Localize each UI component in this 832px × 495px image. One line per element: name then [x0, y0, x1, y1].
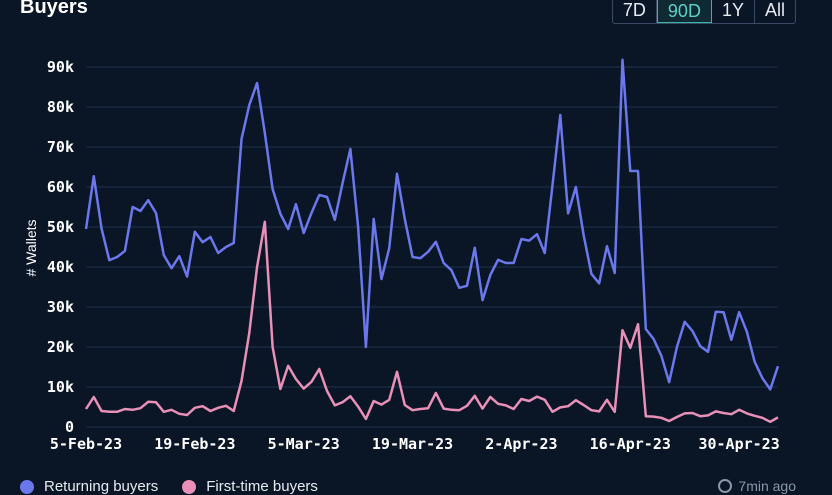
y-axis-label: # Wallets	[23, 219, 39, 276]
y-tick-label: 20k	[47, 338, 74, 356]
legend-label-returning: Returning buyers	[44, 478, 159, 495]
legend-label-first-time: First-time buyers	[206, 478, 318, 495]
returning-buyers-swatch	[20, 479, 34, 494]
y-tick-label: 30k	[47, 298, 74, 316]
range-1y-button[interactable]: 1Y	[712, 0, 755, 23]
y-tick-label: 40k	[47, 258, 74, 276]
y-tick-label: 90k	[47, 58, 74, 76]
y-tick-label: 80k	[47, 98, 74, 116]
returning-buyers-line[interactable]	[84, 58, 780, 391]
chart-legend: Returning buyers First-time buyers	[20, 478, 318, 495]
x-tick-label: 16-Apr-23	[590, 435, 671, 453]
x-axis-ticks: 5-Feb-23 19-Feb-23 5-Mar-23 19-Mar-23 2-Apr-…	[50, 435, 780, 453]
range-90d-button[interactable]: 90D	[656, 0, 712, 23]
x-tick-label: 19-Feb-23	[154, 435, 235, 453]
clock-icon	[718, 479, 733, 493]
x-tick-label: 5-Feb-23	[50, 435, 122, 453]
last-updated-text: 7min ago	[738, 478, 796, 494]
buyers-line-chart: 0 10k 20k 30k 40k 50k 60k 70k 80k 90k 5-Feb-23 19-…	[23, 58, 780, 453]
y-tick-label: 0	[65, 418, 74, 436]
x-tick-label: 19-Mar-23	[372, 435, 453, 453]
legend-item-first-time[interactable]: First-time buyers	[182, 478, 318, 495]
legend-item-returning[interactable]: Returning buyers	[20, 478, 158, 495]
x-tick-label: 5-Mar-23	[268, 435, 340, 453]
range-all-button[interactable]: All	[764, 0, 785, 20]
y-tick-label: 60k	[47, 178, 74, 196]
y-tick-label: 10k	[47, 378, 74, 396]
grid-lines	[86, 66, 778, 428]
range-7d-button[interactable]: 7D	[613, 0, 657, 23]
y-axis-ticks: 0 10k 20k 30k 40k 50k 60k 70k 80k 90k	[47, 58, 74, 436]
chart-title: Buyers	[20, 0, 88, 18]
y-tick-label: 70k	[47, 138, 74, 156]
time-range-selector: 7D 90D 1Y All	[611, 0, 796, 24]
y-tick-label: 50k	[47, 218, 74, 236]
x-tick-label: 2-Apr-23	[485, 435, 557, 453]
series-lines	[84, 58, 780, 424]
first-time-buyers-swatch	[182, 479, 197, 494]
first-time-buyers-line[interactable]	[84, 220, 779, 424]
x-tick-label: 30-Apr-23	[698, 435, 779, 453]
